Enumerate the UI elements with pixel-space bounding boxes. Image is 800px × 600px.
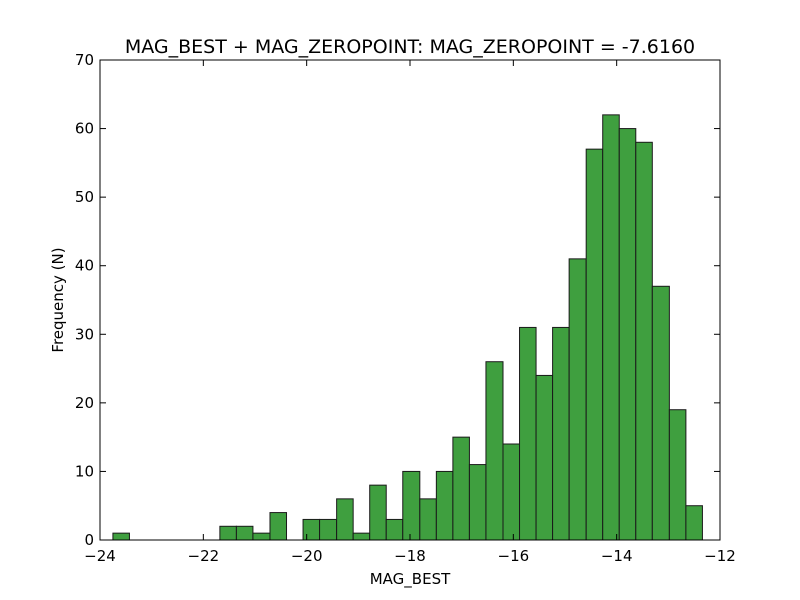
histogram-bar	[302, 518, 321, 541]
histogram-bar	[468, 464, 487, 541]
histogram-bar	[352, 532, 371, 541]
x-tick-label: −12	[704, 547, 736, 565]
histogram-bar	[252, 532, 271, 541]
histogram-bar	[535, 374, 554, 541]
histogram-bar	[319, 518, 338, 541]
y-axis: 0 10 20 30 40 50 60 70	[75, 51, 720, 549]
y-tick-label: 20	[75, 394, 94, 412]
y-tick-label: 10	[75, 462, 94, 480]
y-axis-label: Frequency (N)	[49, 247, 67, 352]
y-tick-label: 30	[75, 325, 94, 343]
y-tick-label: 50	[75, 188, 94, 206]
x-tick-label: −22	[188, 547, 220, 565]
y-tick-label: 0	[84, 531, 94, 549]
chart-title: MAG_BEST + MAG_ZEROPOINT: MAG_ZEROPOINT …	[125, 36, 695, 58]
histogram-bar	[668, 409, 687, 541]
x-axis-label: MAG_BEST	[370, 570, 451, 589]
histogram-bar	[369, 484, 387, 541]
histogram-bar	[585, 148, 604, 541]
x-tick-label: −14	[601, 547, 633, 565]
histogram-bar	[235, 525, 254, 541]
histogram-bar	[385, 518, 404, 541]
y-tick-label: 60	[75, 120, 94, 138]
x-tick-label: −16	[498, 547, 530, 565]
histogram-bar	[568, 258, 587, 541]
histogram-bar	[618, 128, 637, 541]
histogram-bar	[112, 532, 130, 541]
y-tick-label: 70	[75, 51, 94, 69]
histogram-bar	[502, 443, 521, 541]
histogram-bar	[685, 505, 703, 541]
histogram-bar	[635, 141, 653, 541]
histogram-bar	[219, 525, 237, 541]
histogram-bar	[419, 498, 437, 541]
x-tick-label: −20	[291, 547, 323, 565]
y-tick-label: 40	[75, 257, 94, 275]
histogram-bar	[552, 326, 570, 541]
histogram-bar	[336, 498, 354, 541]
x-axis: −24 −22 −20 −18 −16 −14 −12	[84, 60, 736, 565]
histogram-bar	[519, 326, 537, 541]
histogram-bar	[269, 512, 288, 541]
histogram-bar	[602, 114, 620, 541]
histogram-bar	[402, 470, 421, 541]
histogram-bar	[435, 470, 454, 541]
histogram-bar	[651, 285, 670, 541]
x-tick-label: −18	[394, 547, 426, 565]
histogram-bar	[452, 436, 470, 541]
histogram-bar	[485, 361, 504, 541]
x-tick-label: −24	[84, 547, 116, 565]
bars-group	[112, 114, 703, 541]
